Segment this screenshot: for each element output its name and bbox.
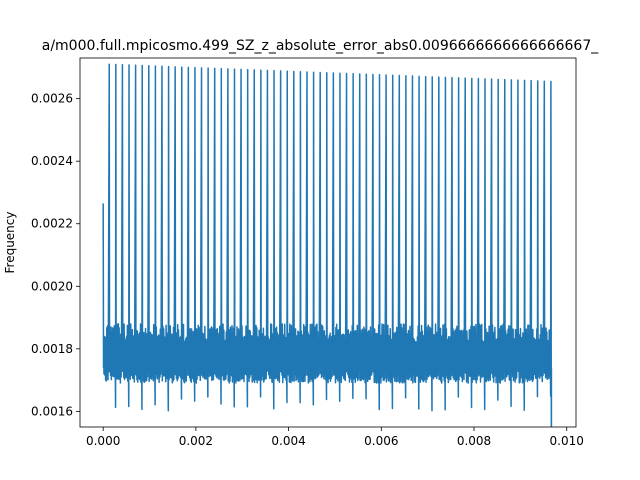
series-line	[102, 63, 553, 427]
x-tick-label: 0.002	[179, 434, 213, 448]
x-tick-label: 0.010	[550, 434, 584, 448]
x-tick-label: 0.000	[86, 434, 120, 448]
x-tick-label: 0.008	[457, 434, 491, 448]
y-tick-label: 0.0024	[31, 154, 73, 168]
x-tick-label: 0.006	[364, 434, 398, 448]
y-axis: 0.0016 0.0018 0.0020 0.0022 0.0024 0.0026	[31, 92, 80, 418]
axes-frame	[79, 57, 577, 428]
y-tick-label: 0.0016	[31, 404, 73, 418]
y-axis-label: Frequency	[3, 212, 17, 274]
y-tick-label: 0.0018	[31, 342, 73, 356]
y-tick-label: 0.0022	[31, 217, 73, 231]
chart-title: a/m000.full.mpicosmo.499_SZ_z_absolute_e…	[42, 38, 600, 54]
y-tick-label: 0.0020	[31, 279, 73, 293]
x-tick-label: 0.004	[271, 434, 305, 448]
x-axis: 0.000 0.002 0.004 0.006 0.008 0.010	[86, 427, 584, 448]
plot-area	[102, 63, 553, 427]
y-tick-label: 0.0026	[31, 92, 73, 106]
